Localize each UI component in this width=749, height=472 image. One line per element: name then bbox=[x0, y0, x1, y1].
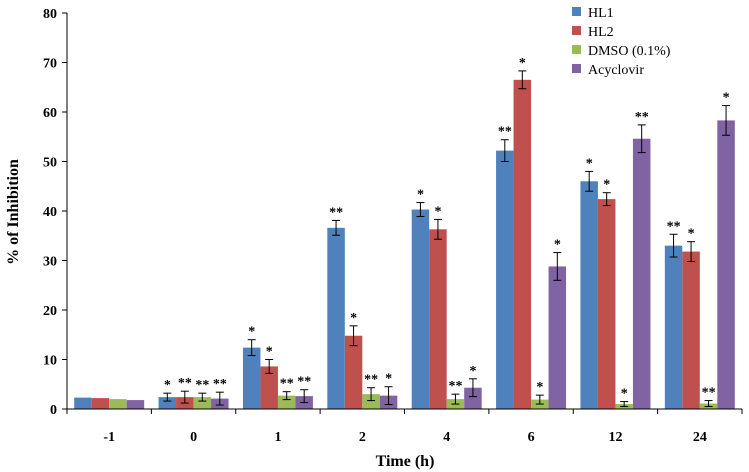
significance-label: * bbox=[266, 345, 273, 360]
y-tick-label: 0 bbox=[50, 403, 57, 418]
bar bbox=[126, 400, 145, 409]
significance-label: * bbox=[603, 178, 610, 193]
significance-label: * bbox=[621, 387, 628, 402]
x-tick-label: 6 bbox=[528, 430, 535, 445]
significance-label: ** bbox=[280, 377, 294, 392]
bar bbox=[429, 229, 447, 409]
significance-label: ** bbox=[498, 125, 512, 140]
significance-label: * bbox=[536, 380, 543, 395]
significance-label: * bbox=[688, 227, 695, 242]
bar bbox=[664, 245, 683, 409]
significance-label: ** bbox=[213, 377, 227, 392]
bar bbox=[464, 387, 482, 409]
bar bbox=[344, 335, 363, 409]
y-tick-label: 30 bbox=[43, 255, 57, 270]
legend-entry: DMSO (0.1%) bbox=[588, 44, 671, 59]
bar bbox=[327, 227, 345, 409]
x-tick-label: 24 bbox=[693, 430, 707, 445]
significance-label: ** bbox=[364, 373, 378, 388]
bar bbox=[74, 397, 92, 409]
bar bbox=[632, 138, 651, 410]
y-tick-label: 40 bbox=[43, 205, 57, 220]
x-tick-label: -1 bbox=[103, 430, 115, 445]
significance-label: * bbox=[723, 91, 730, 106]
y-tick-label: 60 bbox=[43, 106, 57, 121]
significance-label: * bbox=[434, 204, 441, 219]
bar bbox=[193, 397, 212, 409]
legend-entry: HL2 bbox=[588, 25, 614, 40]
significance-label: ** bbox=[667, 219, 681, 234]
bar bbox=[242, 347, 261, 409]
legend-swatch bbox=[572, 26, 581, 35]
legend-swatch bbox=[572, 7, 581, 16]
bar bbox=[109, 399, 127, 409]
bar bbox=[260, 366, 278, 409]
bar bbox=[597, 199, 616, 409]
bar bbox=[496, 150, 514, 410]
significance-label: ** bbox=[635, 110, 649, 125]
x-tick-label: 12 bbox=[608, 430, 622, 445]
x-tick-label: 0 bbox=[190, 430, 197, 445]
legend-entry: Acyclovir bbox=[588, 63, 644, 78]
legend: HL1 HL2 DMSO (0.1%) Acyclovir bbox=[572, 6, 671, 78]
significance-label: ** bbox=[702, 386, 716, 401]
significance-label: ** bbox=[329, 205, 343, 220]
bar bbox=[513, 79, 532, 409]
significance-label: ** bbox=[178, 376, 192, 391]
y-tick-label: 20 bbox=[43, 304, 57, 319]
significance-label: * bbox=[417, 188, 424, 203]
significance-label: * bbox=[248, 325, 255, 340]
significance-label: ** bbox=[297, 375, 311, 390]
x-tick-label: 4 bbox=[443, 430, 450, 445]
significance-label: * bbox=[586, 156, 593, 171]
legend-swatch bbox=[572, 64, 581, 73]
y-tick-label: 70 bbox=[43, 57, 57, 72]
significance-label: * bbox=[469, 364, 476, 379]
significance-label: ** bbox=[448, 379, 462, 394]
y-tick-label: 80 bbox=[43, 7, 57, 22]
significance-label: * bbox=[519, 56, 526, 71]
significance-label: ** bbox=[195, 378, 209, 393]
bar bbox=[682, 251, 700, 409]
significance-label: * bbox=[164, 378, 171, 393]
legend-entry: HL1 bbox=[588, 6, 614, 21]
bar bbox=[580, 181, 598, 409]
bar bbox=[91, 398, 110, 409]
x-tick-label: 1 bbox=[274, 430, 281, 445]
x-tick-label: 2 bbox=[359, 430, 366, 445]
bar bbox=[362, 394, 380, 409]
y-tick-label: 10 bbox=[43, 354, 57, 369]
bar bbox=[277, 395, 296, 409]
bar bbox=[411, 209, 430, 409]
y-axis-title: % of Inhibition bbox=[5, 159, 22, 265]
legend-swatch bbox=[572, 45, 581, 54]
bar bbox=[548, 266, 567, 409]
y-tick-label: 50 bbox=[43, 156, 57, 171]
bar bbox=[717, 120, 735, 409]
significance-label: * bbox=[385, 372, 392, 387]
bar bbox=[158, 397, 177, 409]
significance-label: * bbox=[350, 311, 357, 326]
x-axis-title: Time (h) bbox=[376, 453, 435, 470]
significance-label: * bbox=[554, 238, 561, 253]
